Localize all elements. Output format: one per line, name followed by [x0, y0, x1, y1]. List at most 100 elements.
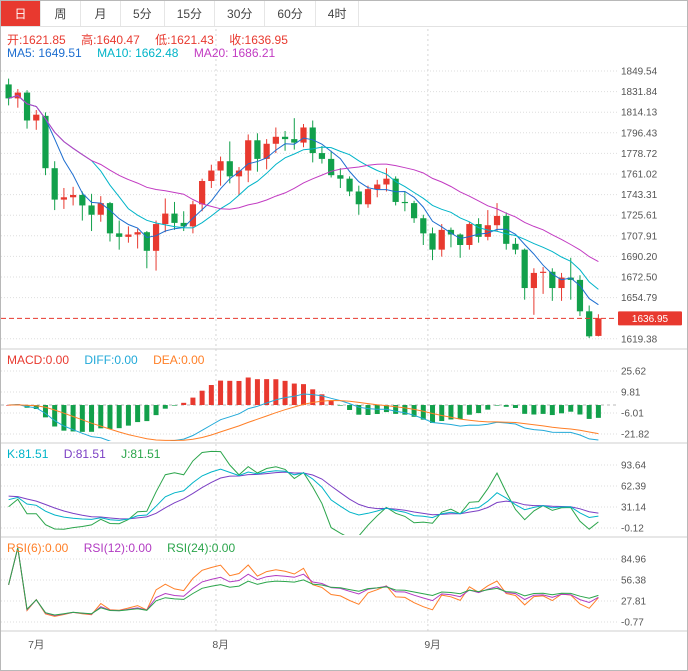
macd-bar [273, 379, 279, 406]
macd-histogram [6, 377, 601, 432]
candle-body [374, 184, 381, 190]
candle-body [281, 136, 289, 140]
macd-bar [171, 405, 177, 406]
y-axis-label: -0.12 [621, 524, 644, 535]
candle-body [475, 224, 482, 237]
macd-bar [595, 405, 601, 418]
candle-body [530, 272, 537, 289]
tab-day[interactable]: 日 [1, 1, 41, 26]
macd-bar [531, 405, 537, 415]
macd-bar [144, 405, 150, 422]
macd-bar [208, 385, 214, 406]
macd-bar [568, 405, 574, 412]
macd-grid: 25.62 9.81 -6.01 -21.82 [1, 367, 650, 441]
y-axis-label: 25.62 [621, 367, 646, 378]
candle-body [521, 249, 528, 289]
candle-body [199, 181, 206, 205]
macd-bar [89, 405, 95, 432]
macd-bar [347, 405, 353, 410]
macd-bar [52, 405, 58, 427]
y-axis-label: 56.38 [621, 576, 646, 587]
last-price-badge: 1636.95 [618, 311, 682, 326]
chart-canvas[interactable]: 1849.54 1831.84 1814.13 1796.43 1778.72 1761.… [1, 27, 687, 670]
y-axis-label: 84.96 [621, 555, 646, 566]
macd-bar [476, 405, 482, 414]
candle-body [401, 201, 408, 204]
candle-body [5, 84, 12, 99]
y-axis-label: 1743.31 [621, 190, 658, 201]
candle-body [217, 161, 224, 171]
macd-bar [291, 383, 297, 406]
macd-bar [236, 380, 242, 406]
y-axis-label: -21.82 [621, 430, 650, 441]
candle-body [595, 318, 602, 336]
candle-body [420, 218, 427, 234]
macd-bar [245, 377, 251, 406]
candle-body [171, 213, 178, 223]
macd-bar [181, 402, 187, 406]
macd-bar [393, 405, 399, 414]
macd-bar [319, 394, 325, 406]
macd-bar [328, 400, 334, 406]
tab-month[interactable]: 月 [81, 1, 121, 26]
macd-bar [402, 405, 408, 415]
macd-bar [439, 405, 445, 422]
macd-bar [457, 405, 463, 420]
candle-body [429, 233, 436, 250]
tab-week[interactable]: 周 [41, 1, 81, 26]
y-axis-label: 9.81 [621, 387, 641, 398]
x-axis-labels: 7月 8月 9月 [28, 639, 441, 651]
tab-15min[interactable]: 15分 [164, 1, 216, 26]
y-axis-label: 1761.02 [621, 169, 658, 180]
macd-bar [420, 405, 426, 420]
macd-bar [503, 405, 509, 407]
y-axis-label: 1707.91 [621, 231, 658, 242]
kdj-grid: 93.64 62.39 31.14 -0.12 [1, 461, 646, 535]
candle-body [512, 243, 519, 250]
rsi-grid: 84.96 56.38 27.81 -0.77 [1, 555, 646, 629]
candlestick-layer [5, 78, 602, 339]
macd-bar [549, 405, 555, 416]
candle-body [245, 140, 252, 171]
candle-body [300, 127, 307, 143]
ma20-line [8, 94, 599, 263]
macd-bar [383, 405, 389, 413]
candle-body [586, 311, 593, 337]
macd-bar [466, 405, 472, 415]
tab-5min[interactable]: 5分 [121, 1, 165, 26]
tab-30min[interactable]: 30分 [215, 1, 266, 26]
y-axis-label: 1654.79 [621, 293, 658, 304]
macd-bar [199, 390, 205, 406]
d-line [8, 471, 599, 520]
candle-body [33, 114, 40, 121]
y-axis-label: 31.14 [621, 502, 646, 513]
macd-bar [540, 405, 546, 414]
panel-dividers [1, 348, 687, 632]
y-axis-label: 1725.61 [621, 211, 658, 222]
j-line [8, 450, 599, 535]
x-axis-label: 9月 [424, 639, 440, 651]
tab-60min[interactable]: 60分 [265, 1, 316, 26]
candle-body [457, 234, 464, 245]
macd-bar [153, 405, 159, 416]
candle-body [88, 205, 95, 215]
candle-body [51, 168, 58, 200]
macd-bar [522, 405, 528, 414]
y-axis-label: 62.39 [621, 481, 646, 492]
macd-bar [494, 405, 500, 406]
candle-body [180, 222, 187, 227]
candle-body [235, 170, 243, 177]
macd-bar [107, 405, 113, 429]
y-axis-label: 1619.38 [621, 334, 658, 345]
macd-bar [254, 379, 260, 406]
macd-bar [448, 405, 454, 420]
macd-bar [79, 405, 85, 432]
candle-body [291, 139, 298, 143]
macd-bar [485, 405, 491, 410]
x-axis-label: 8月 [212, 639, 228, 651]
candle-body [539, 271, 547, 273]
price-grid: 1849.54 1831.84 1814.13 1796.43 1778.72 1761.… [1, 67, 658, 345]
candle-body [208, 170, 215, 182]
tab-4hour[interactable]: 4时 [315, 1, 360, 26]
candle-body [328, 158, 335, 176]
